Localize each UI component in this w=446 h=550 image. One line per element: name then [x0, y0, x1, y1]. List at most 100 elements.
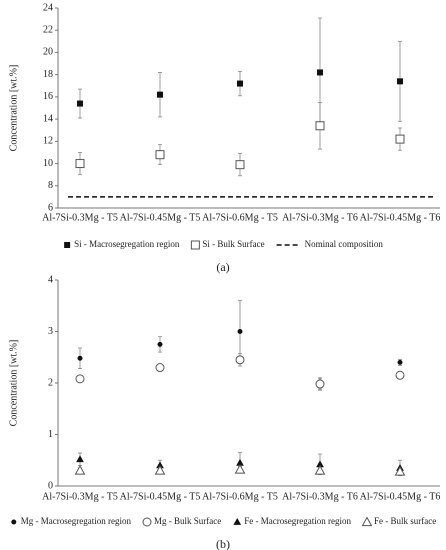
legend-swatch — [142, 517, 152, 527]
x-tick-label: Al-7Si-0.45Mg - T6 — [360, 491, 441, 502]
legend-swatch — [190, 240, 200, 250]
error-point — [397, 358, 403, 366]
error-point — [395, 127, 405, 151]
legend-label: Mg - Macrosegregation region — [21, 516, 132, 526]
marker — [157, 341, 163, 347]
marker — [235, 160, 245, 170]
marker — [74, 465, 86, 475]
error-point — [77, 347, 83, 369]
marker — [237, 329, 243, 334]
x-tick-label: Al-7Si-0.45Mg - T5 — [120, 212, 201, 223]
panel-label: (b) — [216, 537, 230, 550]
y-tick-label: 1 — [48, 429, 53, 440]
marker — [397, 78, 403, 85]
marker — [155, 363, 165, 373]
y-tick-label: 20 — [43, 47, 53, 58]
marker — [317, 69, 323, 76]
marker — [237, 80, 243, 87]
marker — [397, 359, 403, 365]
y-tick-label: 24 — [43, 2, 53, 13]
y-tick-label: 8 — [48, 180, 53, 191]
legend-item: Mg - Macrosegregation region — [11, 516, 132, 526]
error-point — [315, 102, 325, 150]
y-tick-label: 14 — [43, 113, 53, 124]
x-tick-label: Al-7Si-0.3Mg - T6 — [282, 491, 358, 502]
error-point — [235, 153, 245, 177]
error-point — [76, 452, 84, 466]
legend-label: Fe - Bulk surface — [374, 516, 436, 526]
error-point — [314, 465, 326, 475]
marker — [77, 100, 83, 107]
y-tick-label: 6 — [48, 202, 53, 213]
x-tick-label: Al-7Si-0.45Mg - T6 — [360, 212, 441, 223]
marker — [157, 91, 163, 98]
legend-label: Si - Macrosegregation region — [74, 239, 180, 249]
legend-swatch — [11, 519, 17, 525]
legend-label: Mg - Bulk Surface — [154, 516, 221, 526]
error-point — [157, 72, 163, 118]
y-tick-label: 10 — [43, 158, 53, 169]
legend: Si - Macrosegregation region Si - Bulk Su… — [64, 239, 384, 250]
x-tick-label: Al-7Si-0.3Mg - T6 — [282, 212, 358, 223]
y-tick-label: 0 — [48, 480, 53, 491]
error-point — [237, 70, 243, 97]
error-point — [234, 463, 246, 474]
y-tick-label: 12 — [43, 136, 53, 147]
error-point — [155, 144, 165, 166]
x-tick-label: Al-7Si-0.45Mg - T5 — [120, 491, 201, 502]
y-axis-title: Concentration [wt.%] — [8, 340, 19, 427]
legend-swatch — [233, 517, 242, 525]
legend-item: Fe - Bulk surface — [361, 516, 436, 527]
marker — [235, 355, 245, 365]
marker — [314, 465, 326, 475]
error-point — [397, 40, 403, 122]
error-point — [394, 466, 406, 476]
y-tick-label: 2 — [48, 377, 53, 388]
marker — [155, 150, 165, 160]
error-point — [395, 370, 405, 380]
legend-item: Fe - Macrosegregation region — [233, 516, 351, 526]
marker — [394, 466, 406, 476]
legend-swatch — [64, 242, 71, 248]
legend-item: Si - Bulk Surface — [190, 239, 265, 250]
marker — [395, 134, 405, 144]
y-tick-label: 4 — [48, 274, 53, 285]
legend-item: Si - Macrosegregation region — [64, 239, 180, 249]
legend-label: Fe - Macrosegregation region — [244, 516, 351, 526]
legend-item: Nominal composition — [276, 239, 384, 249]
legend: Mg - Macrosegregation region Mg - Bulk Su… — [11, 516, 436, 527]
marker — [76, 455, 84, 463]
error-point — [75, 374, 85, 384]
marker — [154, 465, 166, 475]
error-point — [77, 88, 83, 119]
error-point — [74, 465, 86, 475]
x-tick-label: Al-7Si-0.3Mg - T5 — [42, 491, 118, 502]
y-tick-label: 22 — [43, 25, 53, 36]
error-point — [75, 152, 85, 176]
x-tick-label: Al-7Si-0.6Mg - T5 — [202, 491, 278, 502]
legend-label: Si - Bulk Surface — [202, 239, 264, 249]
marker — [77, 355, 83, 361]
marker — [75, 159, 85, 169]
legend-swatch — [361, 516, 373, 527]
panel-label: (a) — [216, 260, 229, 274]
legend-item: Mg - Bulk Surface — [142, 516, 221, 527]
y-tick-label: 16 — [43, 91, 53, 102]
error-point — [237, 300, 243, 363]
error-point — [154, 465, 166, 475]
error-point — [235, 353, 245, 367]
error-point — [155, 363, 165, 373]
marker — [315, 121, 325, 131]
y-tick-label: 3 — [48, 326, 53, 337]
x-tick-label: Al-7Si-0.3Mg - T5 — [42, 212, 118, 223]
error-point — [315, 378, 325, 390]
marker — [315, 379, 325, 389]
x-tick-label: Al-7Si-0.6Mg - T5 — [202, 212, 278, 223]
y-axis-title: Concentration [wt.%] — [8, 65, 19, 152]
marker — [75, 374, 85, 384]
marker — [395, 370, 405, 380]
marker — [234, 463, 246, 474]
legend-label: Nominal composition — [305, 239, 384, 249]
